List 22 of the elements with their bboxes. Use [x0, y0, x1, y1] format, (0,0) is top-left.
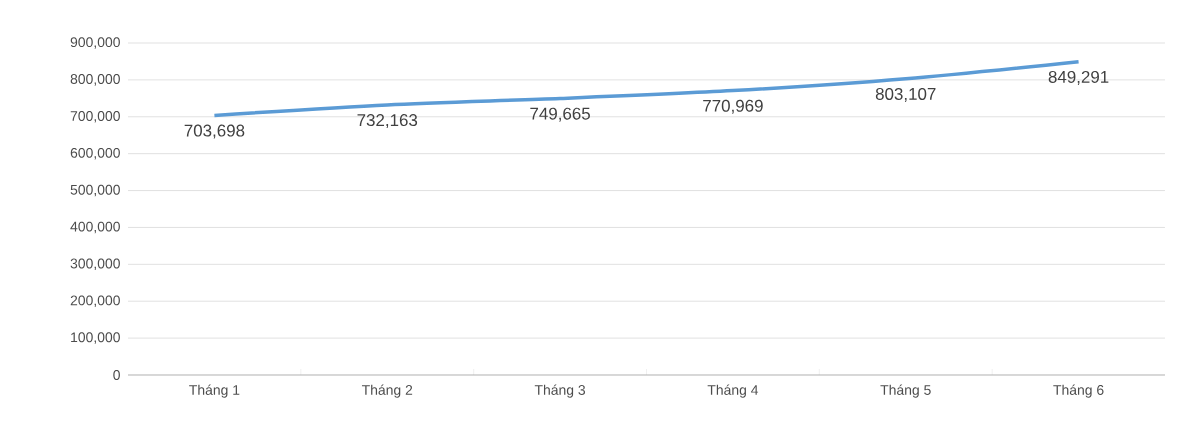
y-tick-label: 200,000 [70, 295, 120, 307]
y-tick-label: 300,000 [70, 258, 120, 271]
data-label: 803,107 [875, 87, 936, 102]
data-label: 849,291 [1048, 70, 1109, 85]
data-label: 749,665 [530, 107, 590, 122]
x-tick-label: Tháng 2 [361, 384, 413, 398]
y-tick-label: 800,000 [70, 74, 120, 86]
data-label: 703,698 [184, 124, 245, 139]
data-label: 770,969 [703, 99, 763, 114]
x-tick-label: Tháng 3 [534, 384, 586, 398]
data-label: 732,163 [357, 114, 418, 129]
y-tick-label: 0 [113, 370, 120, 380]
y-tick-label: 100,000 [71, 332, 120, 344]
x-tick-label: Tháng 5 [880, 384, 931, 398]
y-tick-label: 400,000 [70, 221, 120, 234]
y-tick-label: 700,000 [70, 111, 120, 123]
y-tick-label: 900,000 [70, 37, 120, 49]
y-tick-label: 500,000 [70, 184, 120, 197]
x-tick-label: Tháng 1 [189, 384, 240, 398]
x-tick-label: Tháng 4 [707, 384, 759, 398]
y-tick-label: 600,000 [70, 147, 120, 160]
x-tick-label: Tháng 6 [1053, 384, 1104, 398]
